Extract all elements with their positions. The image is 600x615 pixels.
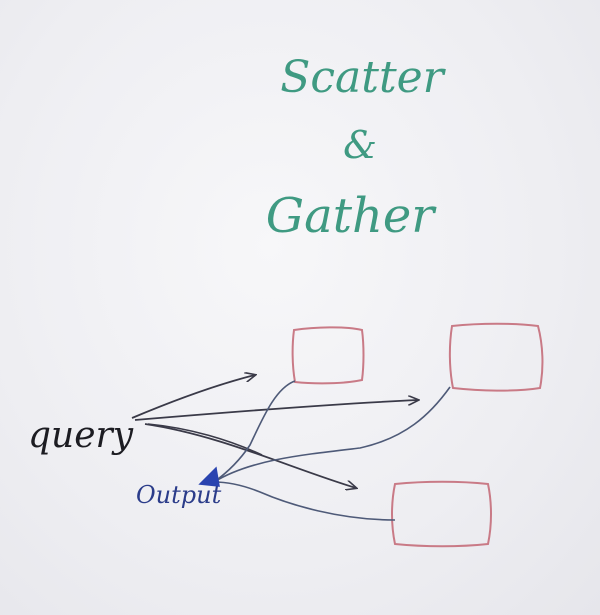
gather-line-node-1 [213,380,296,483]
output-label: Output [136,481,222,509]
query-label: query [28,415,134,456]
node-box-2 [448,322,544,392]
node-box-3 [391,480,492,548]
gather-line-node-2 [213,386,451,483]
title-line-1: Scatter [280,52,446,103]
scatter-arrow-node-1 [131,375,255,419]
scatter-arrow-tail [147,423,263,456]
title-line-2: & [343,123,377,167]
node-box-1 [291,326,365,385]
scatter-arrow-node-2 [134,400,418,421]
title-line-3: Gather [266,188,438,244]
output-arrowhead [198,466,220,487]
scatter-arrow-node-3 [144,423,356,488]
gather-line-node-3 [213,481,396,521]
